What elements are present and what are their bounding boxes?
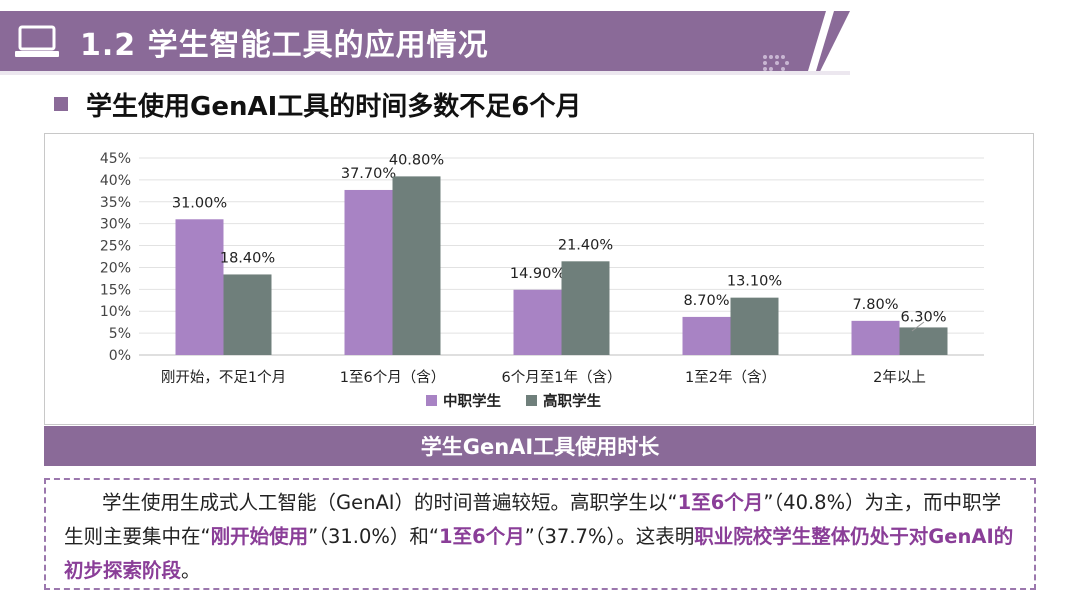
bar-zhongzhi [513, 289, 562, 355]
data-label: 7.80% [852, 297, 898, 313]
desc-emphasis: 1至6个月 [677, 491, 764, 514]
data-label: 21.40% [558, 237, 613, 253]
desc-conclusion: 职业院校学生整体仍处于对GenAI的初步探索阶段 [64, 525, 1014, 582]
legend-swatch [426, 395, 437, 406]
data-label: 31.00% [172, 195, 227, 211]
data-label: 14.90% [510, 266, 565, 282]
legend-label: 高职学生 [543, 392, 601, 410]
page-title: 1.2 学生智能工具的应用情况 [80, 28, 489, 63]
y-tick-label: 25% [100, 239, 131, 255]
legend-swatch [526, 395, 537, 406]
bar-zhongzhi [682, 316, 731, 355]
legend-label: 中职学生 [443, 392, 501, 410]
bar-gaozhi [730, 297, 779, 355]
desc-text: 学生使用生成式人工智能（GenAI）的时间普遍较短。高职学生以“ [102, 491, 678, 514]
data-label: 18.40% [220, 250, 275, 266]
y-tick-label: 10% [100, 304, 131, 320]
x-tick-label: 刚开始，不足1个月 [161, 369, 286, 386]
desc-text: ”（31.0%）和“ [308, 525, 440, 548]
data-label: 37.70% [341, 166, 396, 182]
y-tick-label: 35% [100, 195, 131, 211]
data-label: 40.80% [389, 152, 444, 168]
y-tick-label: 20% [100, 260, 131, 276]
desc-text: ”（40.8%）为主，而中职学生则主要集中在“ [64, 491, 1002, 548]
y-tick-label: 15% [100, 282, 131, 298]
desc-text: 。 [181, 559, 201, 582]
y-tick-label: 45% [100, 151, 131, 167]
chart-caption: 学生GenAI工具使用时长 [44, 426, 1036, 466]
bar-gaozhi [223, 274, 272, 355]
desc-text: ”（37.7%）。这表明 [524, 525, 695, 548]
bar-zhongzhi [851, 320, 900, 355]
bar-gaozhi [392, 176, 441, 355]
y-tick-label: 40% [100, 173, 131, 189]
x-tick-label: 2年以上 [873, 369, 926, 386]
section-title: 学生使用GenAI工具的时间多数不足6个月 [86, 92, 582, 122]
bar-zhongzhi [175, 219, 224, 355]
data-label: 8.70% [683, 293, 729, 309]
header-background [0, 11, 850, 71]
x-tick-label: 6个月至1年（含） [502, 369, 622, 386]
circuit-icon [763, 55, 789, 71]
laptop-icon [15, 25, 59, 57]
header-banner: 1.2 学生智能工具的应用情况 [0, 11, 850, 75]
data-label: 13.10% [727, 274, 782, 290]
header-shadow [0, 71, 850, 75]
label-leader-line [911, 321, 925, 332]
bar-chart: 0% 5% 10% 15% 20% 25% 30% 35% 40% 45% 31.00% 18.40%… [100, 151, 984, 410]
y-tick-label: 0% [109, 348, 131, 364]
x-tick-label: 1至6个月（含） [340, 369, 445, 386]
chart-frame [44, 133, 1034, 425]
y-tick-label: 5% [109, 326, 131, 342]
desc-emphasis: 刚开始使用 [210, 525, 309, 548]
y-tick-label: 30% [100, 217, 131, 233]
bar-gaozhi [899, 327, 948, 355]
x-tick-label: 1至2年（含） [685, 369, 776, 386]
desc-emphasis: 1至6个月 [439, 525, 525, 548]
bar-gaozhi [561, 261, 610, 355]
bullet-square-icon [54, 97, 68, 111]
data-label: 6.30% [900, 309, 946, 325]
description-box: 学生使用生成式人工智能（GenAI）的时间普遍较短。高职学生以“1至6个月”（4… [44, 478, 1036, 590]
bar-zhongzhi [344, 189, 393, 355]
